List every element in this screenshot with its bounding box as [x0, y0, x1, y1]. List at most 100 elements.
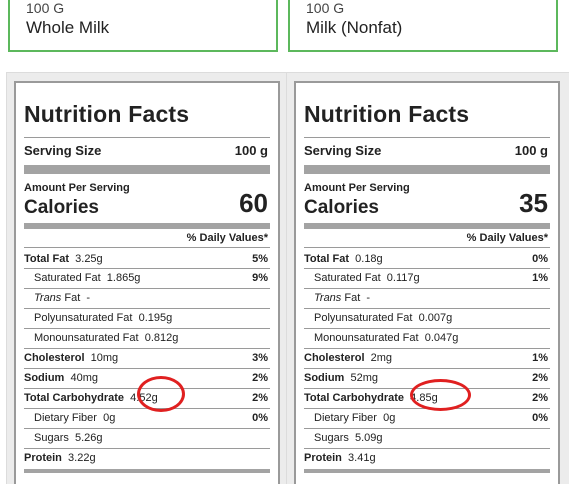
divider [304, 288, 550, 289]
nutrient-label: Sodium [24, 372, 65, 384]
nutrient-label: Fat [64, 292, 81, 304]
nutrient-value: - [366, 292, 371, 304]
nutrient-value: 1.865g [106, 272, 141, 284]
row-total-fat: Total Fat 3.25g 5% [24, 250, 270, 270]
divider [304, 247, 550, 248]
divider [304, 348, 550, 349]
nutrient-label: Cholesterol [24, 352, 85, 364]
row-cholesterol: Cholesterol 10mg 3% [24, 349, 270, 369]
nutrient-value: 3.22g [68, 452, 96, 464]
nutrient-value: 40mg [70, 372, 98, 384]
row-sodium: Sodium 52mg 2% [304, 369, 550, 389]
nutrition-facts-label: Nutrition Facts Serving Size 100 g Amoun… [294, 81, 560, 484]
nutrient-label: Total Carbohydrate [304, 392, 405, 404]
nutrient-value: 0.195g [138, 312, 173, 324]
nutrient-label: Total Fat [24, 253, 70, 265]
nutrient-label: Protein [304, 452, 342, 464]
food-name: Whole Milk [26, 18, 110, 37]
food-card-milk-nonfat[interactable]: 100 G Milk (Nonfat) [288, 0, 558, 52]
nutrition-panel-milk-nonfat: Nutrition Facts Serving Size 100 g Amoun… [286, 72, 569, 484]
food-amount: 100 G [306, 0, 345, 16]
nutrient-dv: 3% [252, 352, 268, 364]
nutrient-value: 2mg [370, 352, 393, 364]
nutrient-value: 10mg [90, 352, 119, 364]
row-dietary-fiber: Dietary Fiber 0g 0% [304, 409, 550, 429]
nutrient-value: 52mg [350, 372, 378, 384]
calories-value: 60 [239, 188, 268, 218]
nutrient-dv: 2% [532, 392, 548, 404]
divider [304, 368, 550, 369]
nutrient-dv: 5% [252, 253, 268, 265]
row-cholesterol: Cholesterol 2mg 1% [304, 349, 550, 369]
calories-label: Calories [24, 197, 99, 218]
thick-divider [304, 165, 550, 174]
row-saturated-fat: Saturated Fat 0.117g 1% [304, 269, 550, 289]
nutrient-label: Polyunsaturated Fat [34, 312, 133, 324]
nutrient-dv: 0% [532, 253, 548, 265]
divider [24, 428, 270, 429]
highlight-circle-annotation [410, 379, 471, 411]
nutrient-value: 0.117g [386, 272, 420, 284]
daily-values-header: % Daily Values* [186, 232, 268, 244]
highlight-circle-annotation [137, 376, 185, 412]
divider [24, 288, 270, 289]
thick-divider [24, 469, 270, 473]
serving-size-value: 100 g [234, 143, 268, 158]
nutrient-label: Dietary Fiber [34, 412, 97, 424]
row-polyunsaturated-fat: Polyunsaturated Fat 0.195g [24, 309, 270, 329]
divider [304, 448, 550, 449]
calories-value: 35 [519, 188, 548, 218]
serving-size-value: 100 g [514, 143, 548, 158]
calories-label: Calories [304, 197, 379, 218]
nutrient-label: Monounsaturated Fat [314, 332, 419, 344]
divider [24, 247, 270, 248]
label-title: Nutrition Facts [304, 101, 470, 127]
amount-per-serving: Amount Per Serving [24, 182, 130, 194]
thick-divider [304, 223, 550, 229]
row-trans-fat: Trans Fat - [24, 289, 270, 309]
nutrient-value: - [86, 292, 91, 304]
row-trans-fat: Trans Fat - [304, 289, 550, 309]
nutrient-label: Sodium [304, 372, 345, 384]
nutrient-label: Total Carbohydrate [24, 392, 125, 404]
nutrient-dv: 2% [252, 372, 268, 384]
nutrient-value: 3.41g [348, 452, 376, 464]
nutrient-dv: 9% [252, 272, 268, 284]
divider [24, 308, 270, 309]
label-title: Nutrition Facts [24, 101, 190, 127]
nutrient-label-italic: Trans [314, 292, 342, 304]
row-saturated-fat: Saturated Fat 1.865g 9% [24, 269, 270, 289]
nutrient-dv: 0% [532, 412, 548, 424]
nutrient-label: Total Fat [304, 253, 350, 265]
serving-size-label: Serving Size [24, 143, 102, 158]
row-total-fat: Total Fat 0.18g 0% [304, 250, 550, 270]
nutrient-label: Polyunsaturated Fat [314, 312, 413, 324]
divider [24, 328, 270, 329]
nutrient-value: 5.26g [74, 432, 103, 444]
nutrient-value: 0g [383, 412, 396, 424]
thick-divider [24, 223, 270, 229]
food-card-whole-milk[interactable]: 100 G Whole Milk [8, 0, 278, 52]
nutrient-label-italic: Trans [34, 292, 62, 304]
amount-per-serving: Amount Per Serving [304, 182, 410, 194]
nutrient-value: 0.812g [144, 332, 179, 344]
divider [304, 428, 550, 429]
food-amount: 100 G [26, 0, 65, 16]
nutrient-value: 0g [103, 412, 116, 424]
divider [304, 268, 550, 269]
nutrient-label: Dietary Fiber [314, 412, 377, 424]
daily-values-header: % Daily Values* [466, 232, 548, 244]
nutrient-label: Sugars [314, 432, 349, 444]
divider [24, 137, 270, 138]
divider [24, 368, 270, 369]
food-name: Milk (Nonfat) [306, 18, 403, 37]
divider [304, 137, 550, 138]
divider [24, 268, 270, 269]
row-monounsaturated-fat: Monounsaturated Fat 0.812g [24, 329, 270, 349]
thick-divider [24, 165, 270, 174]
serving-size-label: Serving Size [304, 143, 382, 158]
divider [304, 308, 550, 309]
nutrient-label: Saturated Fat [34, 272, 101, 284]
nutrient-value: 0.007g [418, 312, 453, 324]
row-protein: Protein 3.22g [24, 449, 270, 469]
